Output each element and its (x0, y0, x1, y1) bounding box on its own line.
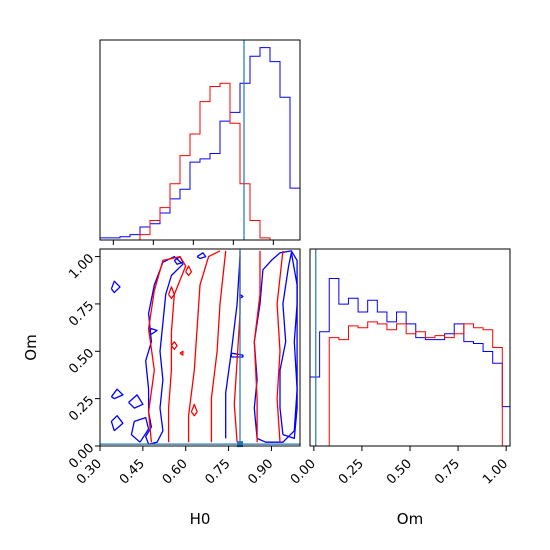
h0-histogram-ticks (112, 240, 274, 245)
contour-blue-2 (145, 255, 184, 445)
contour-red-24 (167, 286, 175, 299)
om-y-tick-label: 1.00 (66, 251, 97, 282)
h0-x-tick-label: 0.60 (160, 456, 191, 487)
contour-blue-10 (196, 252, 207, 260)
om-histogram-ticks: 0.00 0.25 0.50 0.75 1.00 (288, 446, 511, 488)
om-histogram-blue-series (310, 278, 510, 446)
contour-blue-5 (110, 388, 124, 400)
om-x-tick-label: 0.75 (432, 456, 463, 487)
contour-red-18 (253, 250, 261, 443)
truth-marker (237, 441, 243, 448)
om-x-tick-label: 1.00 (480, 456, 511, 487)
om-histogram-panel: 0.00 0.25 0.50 0.75 1.00 Om (288, 248, 511, 528)
om-histogram-red-series (310, 321, 510, 446)
contour-marks (110, 250, 298, 445)
om-histogram-marks (310, 278, 510, 446)
contour-blue-7 (110, 280, 121, 294)
contour-truth-lines (100, 249, 300, 448)
h0-om-contour-panel: 0.30 0.45 0.60 0.75 0.90 0.000.250.500.751.0… (22, 248, 301, 528)
h0-histogram-red-series (100, 82, 300, 240)
contour-blue-1 (253, 250, 298, 443)
contour-red-22 (179, 350, 184, 356)
h0-x-tick-label: 0.45 (117, 456, 148, 487)
contour-blue-13 (225, 256, 241, 439)
om-x-tick-label: 0.00 (288, 456, 319, 487)
h0-x-tick-label: 0.90 (245, 456, 276, 487)
contour-red-15 (187, 250, 221, 443)
contour-red-14 (147, 255, 187, 443)
h0-axis-label: H0 (190, 510, 211, 528)
contour-blue-8 (148, 327, 158, 335)
contour-blue-0 (279, 252, 298, 440)
om-y-tick-label: 0.75 (66, 299, 97, 330)
om-histogram-frame (309, 248, 511, 447)
h0-histogram-frame (99, 39, 301, 241)
contour-blue-6 (128, 394, 144, 409)
contour-y-ticks: 0.000.250.500.751.00 (66, 251, 100, 472)
contour-x-ticks: 0.30 0.45 0.60 0.75 0.90 (74, 446, 276, 488)
om-histogram-axis-label: Om (397, 510, 423, 528)
om-x-tick-label: 0.25 (336, 456, 367, 487)
contour-blue-4 (110, 415, 124, 432)
contour-frame (99, 248, 301, 447)
om-x-tick-label: 0.50 (384, 456, 415, 487)
h0-histogram-marks (100, 47, 300, 240)
h0-histogram-panel (99, 39, 301, 245)
contour-red-23 (190, 403, 198, 417)
h0-x-tick-label: 0.75 (203, 456, 234, 487)
om-y-tick-label: 0.50 (66, 346, 97, 377)
contour-red-16 (210, 250, 227, 443)
om-axis-label: Om (22, 334, 40, 360)
om-y-tick-label: 0.25 (66, 393, 97, 424)
contour-blue-3 (130, 416, 150, 443)
contour-red-20 (185, 265, 193, 277)
contour-red-21 (170, 341, 178, 351)
contour-red-19 (276, 250, 284, 443)
h0-histogram-blue-series (100, 47, 300, 240)
